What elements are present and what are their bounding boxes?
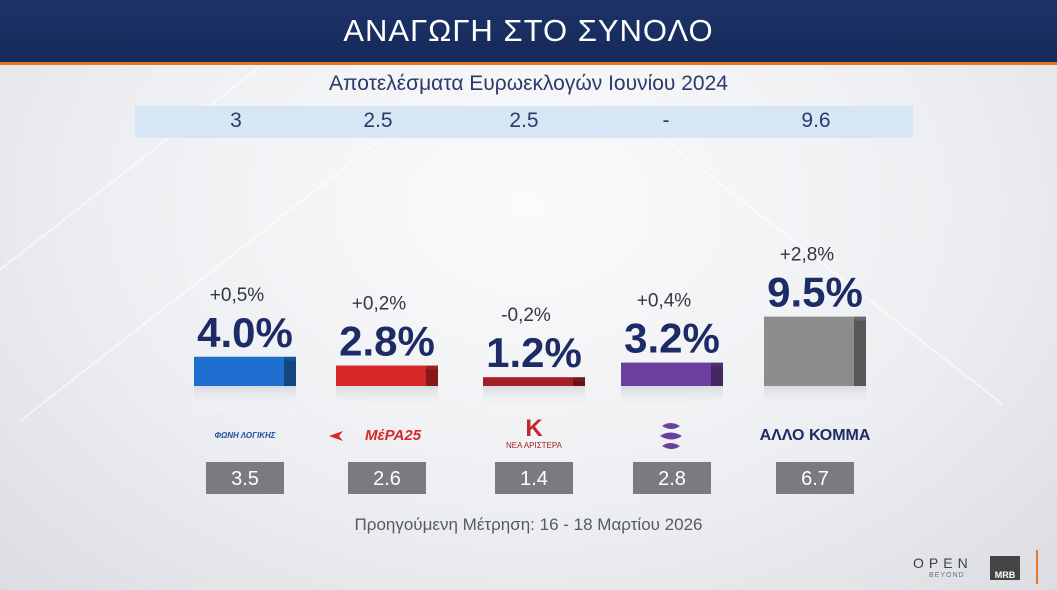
- bar-top-highlight: [483, 377, 585, 382]
- bar-side: [854, 316, 866, 386]
- previous-value-box: [206, 462, 284, 494]
- bar-reflection: [194, 386, 296, 413]
- value-label: 2.8%: [339, 318, 435, 365]
- bar: [194, 356, 284, 386]
- change-label: -0,2%: [501, 305, 551, 326]
- previous-measurement-note: Προηγούμενη Μέτρηση: 16 - 18 Μαρτίου 202…: [354, 515, 703, 534]
- eu-result-value: 2.5: [509, 109, 539, 132]
- bar: [764, 316, 854, 386]
- party-4-logo-icon: [662, 443, 680, 449]
- previous-value: 3.5: [231, 468, 259, 490]
- category-label: ΜέΡΑ25: [365, 427, 422, 444]
- eu-result-value: 3: [230, 109, 242, 132]
- brand-accent-bar: [1036, 550, 1038, 584]
- bar: [621, 362, 711, 386]
- value-label: 9.5%: [767, 269, 863, 316]
- mrb-logo: MRB: [990, 556, 1020, 580]
- party-4-logo-icon: [660, 432, 682, 440]
- category-label: ΦΩΝΗ ΛΟΓΙΚΗΣ: [214, 431, 275, 440]
- previous-value-box: [776, 462, 854, 494]
- eu-result-value: 2.5: [363, 109, 393, 132]
- header-accent-line: [0, 62, 1057, 65]
- change-label: +2,8%: [780, 245, 835, 266]
- bar-top-highlight: [194, 356, 296, 361]
- open-beyond-tagline: BEYOND: [929, 572, 965, 579]
- bar-side: [711, 362, 723, 386]
- eu-results-title: Αποτελέσματα Ευρωεκλογών Ιουνίου 2024: [329, 72, 728, 95]
- mera25-logo-icon: [329, 431, 343, 441]
- bar-reflection: [483, 386, 585, 413]
- party-4-logo-icon: [662, 423, 680, 429]
- previous-value-box: [633, 462, 711, 494]
- nea-aristera-logo-icon: K: [525, 415, 543, 442]
- bar: [483, 377, 573, 386]
- value-label: 4.0%: [197, 309, 293, 356]
- bar-reflection: [621, 386, 723, 413]
- open-beyond-logo: OPEN: [913, 555, 973, 571]
- bar-side: [426, 365, 438, 386]
- category-label: ΑΛΛΟ ΚΟΜΜΑ: [760, 427, 871, 444]
- previous-value-box: [348, 462, 426, 494]
- bar-top-highlight: [764, 316, 866, 321]
- value-label: 1.2%: [486, 329, 582, 376]
- value-label: 3.2%: [624, 315, 720, 362]
- eu-result-value: 9.6: [801, 109, 831, 132]
- bar-top-highlight: [621, 362, 723, 367]
- previous-value: 1.4: [520, 468, 548, 490]
- change-label: +0,4%: [637, 291, 692, 312]
- bar-reflection: [336, 386, 438, 413]
- previous-value: 2.8: [658, 468, 686, 490]
- bar: [336, 365, 426, 386]
- bar-side: [573, 377, 585, 386]
- previous-value-box: [495, 462, 573, 494]
- chart-title: ΑΝΑΓΩΓΗ ΣΤΟ ΣΥΝΟΛΟ: [0, 0, 1057, 62]
- bar-top-highlight: [336, 365, 438, 370]
- category-label: ΝΕΑ ΑΡΙΣΤΕΡΑ: [506, 441, 563, 450]
- previous-value: 6.7: [801, 468, 829, 490]
- change-label: +0,2%: [352, 294, 407, 315]
- eu-result-value: -: [662, 109, 670, 132]
- previous-value: 2.6: [373, 468, 401, 490]
- bar-reflection: [764, 386, 866, 413]
- eu-results-row: 3 2.5 2.5 - 9.6: [135, 106, 913, 138]
- change-label: +0,5%: [210, 285, 265, 306]
- bar-side: [284, 356, 296, 386]
